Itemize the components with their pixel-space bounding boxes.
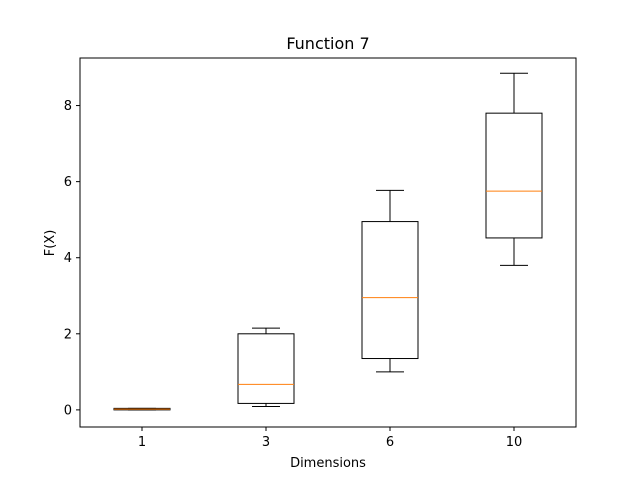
x-tick-label: 1 [138,435,146,450]
y-axis: 0 2 4 6 8 [64,99,80,418]
box-group-10 [485,72,543,266]
iqr-box [361,221,419,360]
iqr-box [485,112,543,239]
y-tick-label: 4 [64,251,72,266]
y-tick-label: 6 [64,175,72,190]
boxes-layer [113,72,543,411]
x-axis: 1 3 6 10 [138,427,522,450]
box-group-6 [361,189,419,373]
y-tick-label: 8 [64,99,72,114]
y-axis-label: F(X) [43,230,58,257]
plot-frame [79,57,577,428]
chart-title: Function 7 [286,34,369,53]
box-group-1 [113,407,171,411]
x-axis-label: Dimensions [290,456,366,471]
y-tick-label: 0 [64,403,72,418]
iqr-box [237,333,295,404]
box-group-3 [237,327,295,407]
x-tick-label: 6 [386,435,394,450]
x-tick-label: 3 [262,435,270,450]
x-tick-label: 10 [506,435,523,450]
y-tick-label: 2 [64,327,72,342]
